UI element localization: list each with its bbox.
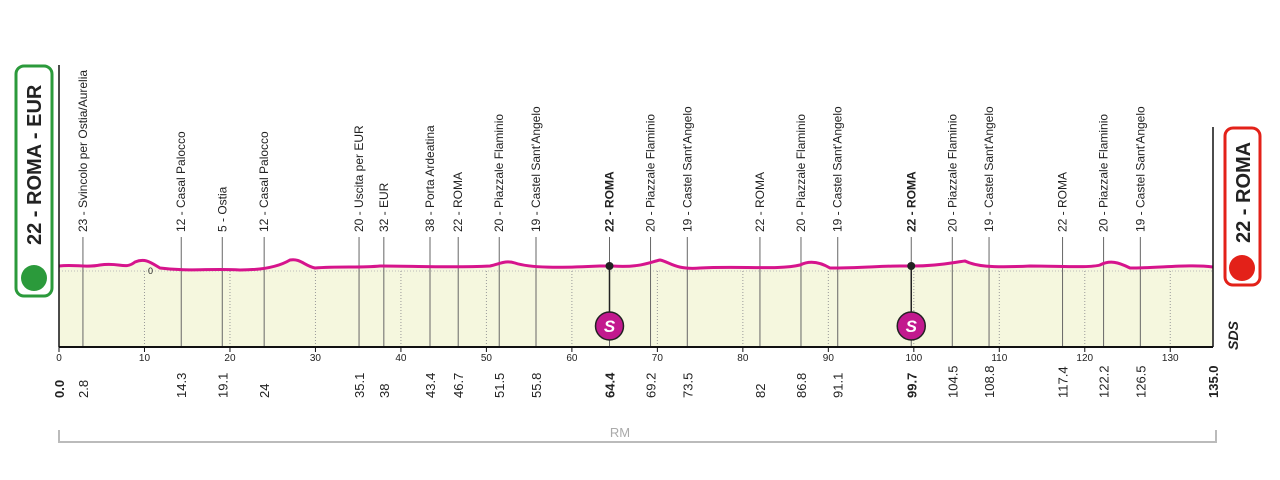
finish-badge: 22 - ROMA — [1223, 126, 1262, 287]
km-label: 14.3 — [174, 373, 189, 398]
x-tick-label: 80 — [737, 353, 749, 364]
waypoint-name: 19 - Castel Sant'Angelo — [529, 106, 543, 232]
sprint-badge — [896, 311, 927, 341]
km-label: 43.4 — [423, 373, 438, 398]
waypoint-name: 20 - Piazzale Flaminio — [794, 114, 808, 232]
finish-label: 22 - ROMA — [1233, 142, 1255, 243]
sprint-label: S — [604, 317, 616, 336]
waypoint-name: 22 - ROMA — [1056, 172, 1070, 232]
x-tick-label: 50 — [481, 353, 493, 364]
km-label: 24 — [257, 384, 272, 398]
km-label: 91.1 — [831, 373, 846, 398]
waypoint-name: 22 - ROMA — [904, 171, 918, 232]
waypoint-name: 20 - Uscita per EUR — [352, 125, 366, 232]
km-label: 0.0 — [52, 380, 67, 398]
zero-label: 0 — [148, 266, 153, 276]
region-label: RM — [610, 425, 630, 440]
km-label: 99.7 — [904, 373, 919, 398]
waypoint-name: 23 - Svincolo per Ostia/Aurelia — [76, 70, 90, 232]
km-label: 82 — [753, 384, 768, 398]
km-label: 122.2 — [1097, 365, 1112, 398]
x-tick-label: 130 — [1162, 353, 1179, 364]
x-tick-label: 0 — [56, 353, 62, 364]
km-label: 51.5 — [492, 373, 507, 398]
x-tick-label: 90 — [823, 353, 835, 364]
waypoint-name: 32 - EUR — [377, 182, 391, 232]
km-label: 126.5 — [1133, 365, 1148, 398]
profile-area — [59, 259, 1213, 347]
waypoint-name: 19 - Castel Sant'Angelo — [680, 106, 694, 232]
waypoint-name: 22 - ROMA — [451, 172, 465, 232]
waypoint-name: 20 - Piazzale Flaminio — [1097, 114, 1111, 232]
km-label: 86.8 — [794, 373, 809, 398]
x-tick-label: 30 — [310, 353, 322, 364]
waypoint-name: 22 - ROMA — [603, 171, 617, 232]
km-label: 73.5 — [680, 373, 695, 398]
waypoint-name: 19 - Castel Sant'Angelo — [831, 106, 845, 232]
waypoint-name: 12 - Casal Palocco — [257, 131, 271, 232]
sprint-label: S — [906, 317, 918, 336]
start-badge: 22 - ROMA - EUR — [14, 64, 54, 298]
x-tick-label: 70 — [652, 353, 664, 364]
x-tick-label: 20 — [224, 353, 236, 364]
waypoint-name: 22 - ROMA — [753, 172, 767, 232]
waypoint-name: 19 - Castel Sant'Angelo — [1133, 106, 1147, 232]
x-tick-label: 120 — [1076, 353, 1093, 364]
km-label: 35.1 — [352, 373, 367, 398]
waypoint-name: 38 - Porta Ardeatina — [423, 125, 437, 232]
start-label: 22 - ROMA - EUR — [24, 84, 46, 245]
region-bg — [600, 424, 640, 440]
km-label: 104.5 — [945, 365, 960, 398]
waypoint-name: 20 - Piazzale Flaminio — [945, 114, 959, 232]
km-label: 108.8 — [982, 365, 997, 398]
km-label: 19.1 — [215, 373, 230, 398]
km-label: 64.4 — [603, 372, 618, 398]
km-label: 55.8 — [529, 373, 544, 398]
sprint-point — [907, 262, 916, 270]
waypoint-name: 19 - Castel Sant'Angelo — [982, 106, 996, 232]
brand: SDS — [1225, 321, 1241, 350]
waypoint-name: 20 - Piazzale Flaminio — [492, 114, 506, 232]
km-label: 117.4 — [1056, 366, 1071, 398]
waypoint-name: 12 - Casal Palocco — [174, 131, 188, 232]
waypoint-name: 20 - Piazzale Flaminio — [644, 114, 658, 232]
km-label: 2.8 — [76, 380, 91, 398]
km-label: 69.2 — [644, 373, 659, 398]
waypoint-name: 5 - Ostia — [215, 186, 229, 232]
x-tick-label: 110 — [991, 353, 1007, 364]
km-label: 46.7 — [451, 373, 466, 398]
x-tick-label: 100 — [905, 353, 922, 364]
sprint-badge — [594, 311, 625, 341]
km-label: 38 — [377, 384, 392, 398]
x-tick-label: 60 — [566, 353, 578, 364]
sprint-point — [605, 262, 614, 270]
km-label: 135.0 — [1206, 365, 1221, 398]
x-tick-label: 40 — [395, 353, 407, 364]
x-tick-label: 10 — [139, 353, 151, 364]
region-bracket — [58, 430, 1217, 443]
